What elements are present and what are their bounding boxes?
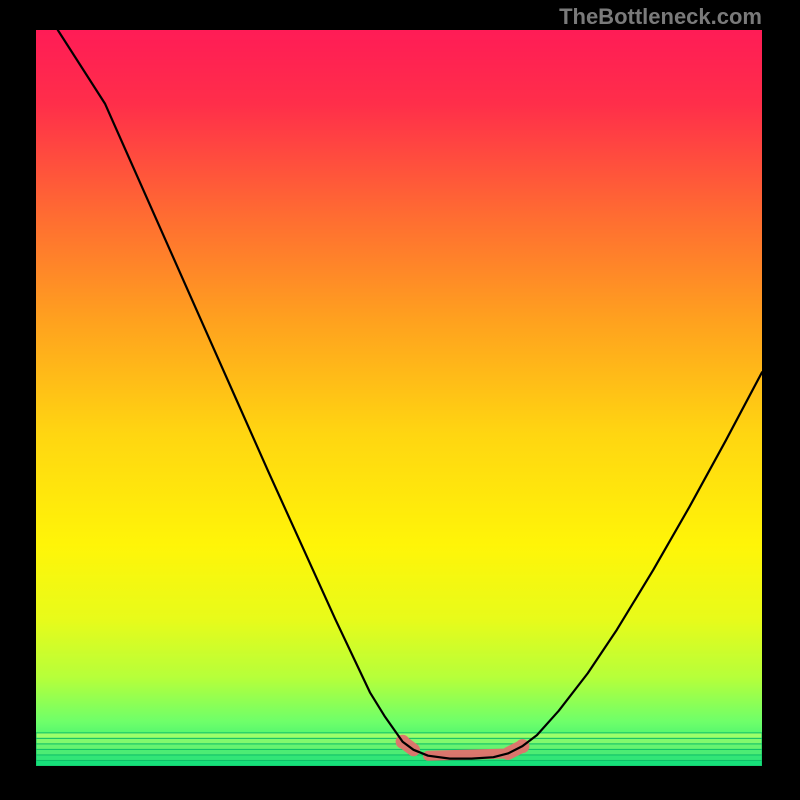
plot-area (36, 30, 762, 766)
gradient-background (36, 30, 762, 766)
attribution-label: TheBottleneck.com (559, 4, 762, 30)
green-band (36, 760, 762, 766)
green-band (36, 749, 762, 755)
green-band (36, 755, 762, 761)
chart-root: TheBottleneck.com (0, 0, 800, 800)
plot-svg (36, 30, 762, 766)
